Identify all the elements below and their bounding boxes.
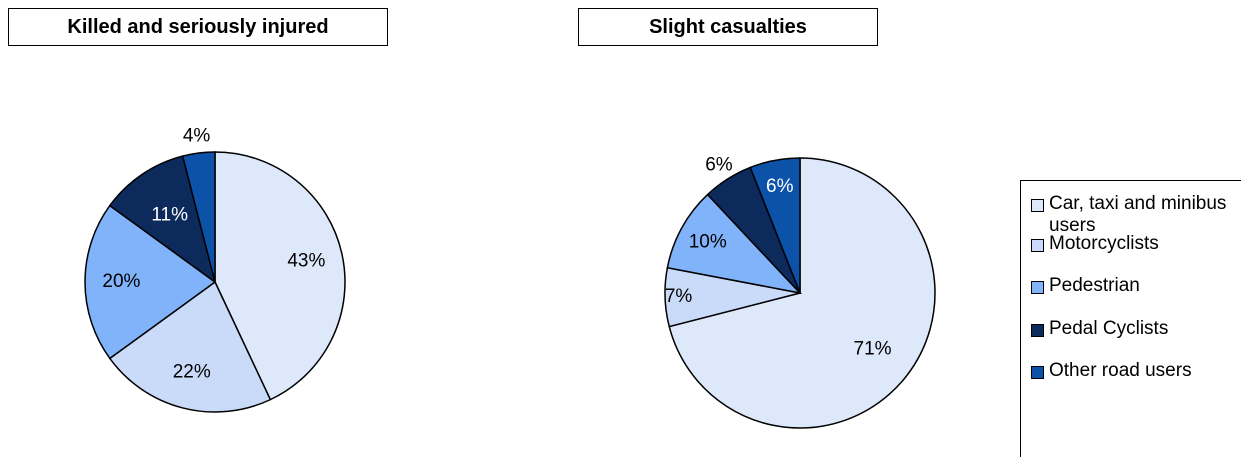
legend-entry: Car, taxi and minibus users <box>1031 193 1231 237</box>
legend-swatch <box>1031 366 1044 379</box>
pie-slice <box>181 151 216 283</box>
data-label: 6% <box>766 176 794 197</box>
data-label: 10% <box>689 231 727 252</box>
pie-slice <box>749 157 801 294</box>
pie-slice <box>668 157 936 429</box>
legend-entry: Pedal Cyclists <box>1031 318 1231 340</box>
data-label: 71% <box>854 338 892 359</box>
pie-slice <box>108 155 217 284</box>
data-label: 11% <box>151 204 188 225</box>
legend-label: Pedal Cyclists <box>1049 318 1169 339</box>
data-label: 22% <box>173 362 211 383</box>
chart-title: Killed and seriously injured <box>8 8 388 46</box>
legend-label: Pedestrian <box>1049 275 1140 296</box>
legend-swatch <box>1031 199 1044 212</box>
legend-entry: Pedestrian <box>1031 275 1231 297</box>
pie-slice <box>666 193 803 295</box>
data-label: 20% <box>102 271 140 292</box>
legend: Car, taxi and minibus users Motorcyclists… <box>1020 180 1241 457</box>
pie-slice <box>84 204 217 360</box>
legend-label: Motorcyclists <box>1049 233 1159 254</box>
data-label: 7% <box>665 286 693 307</box>
chart-title: Slight casualties <box>578 8 878 46</box>
data-label: 43% <box>287 251 325 272</box>
legend-entry: Other road users <box>1031 360 1231 382</box>
data-label: 4% <box>183 125 211 146</box>
data-label: 6% <box>705 154 733 175</box>
legend-swatch <box>1031 324 1044 337</box>
pie-slice <box>108 280 272 413</box>
legend-swatch <box>1031 239 1044 252</box>
legend-label: Other road users <box>1049 360 1192 381</box>
legend-swatch <box>1031 281 1044 294</box>
legend-label: Car, taxi and minibus users <box>1049 193 1227 236</box>
pie-slice <box>214 151 346 401</box>
legend-entry: Motorcyclists <box>1031 233 1231 255</box>
